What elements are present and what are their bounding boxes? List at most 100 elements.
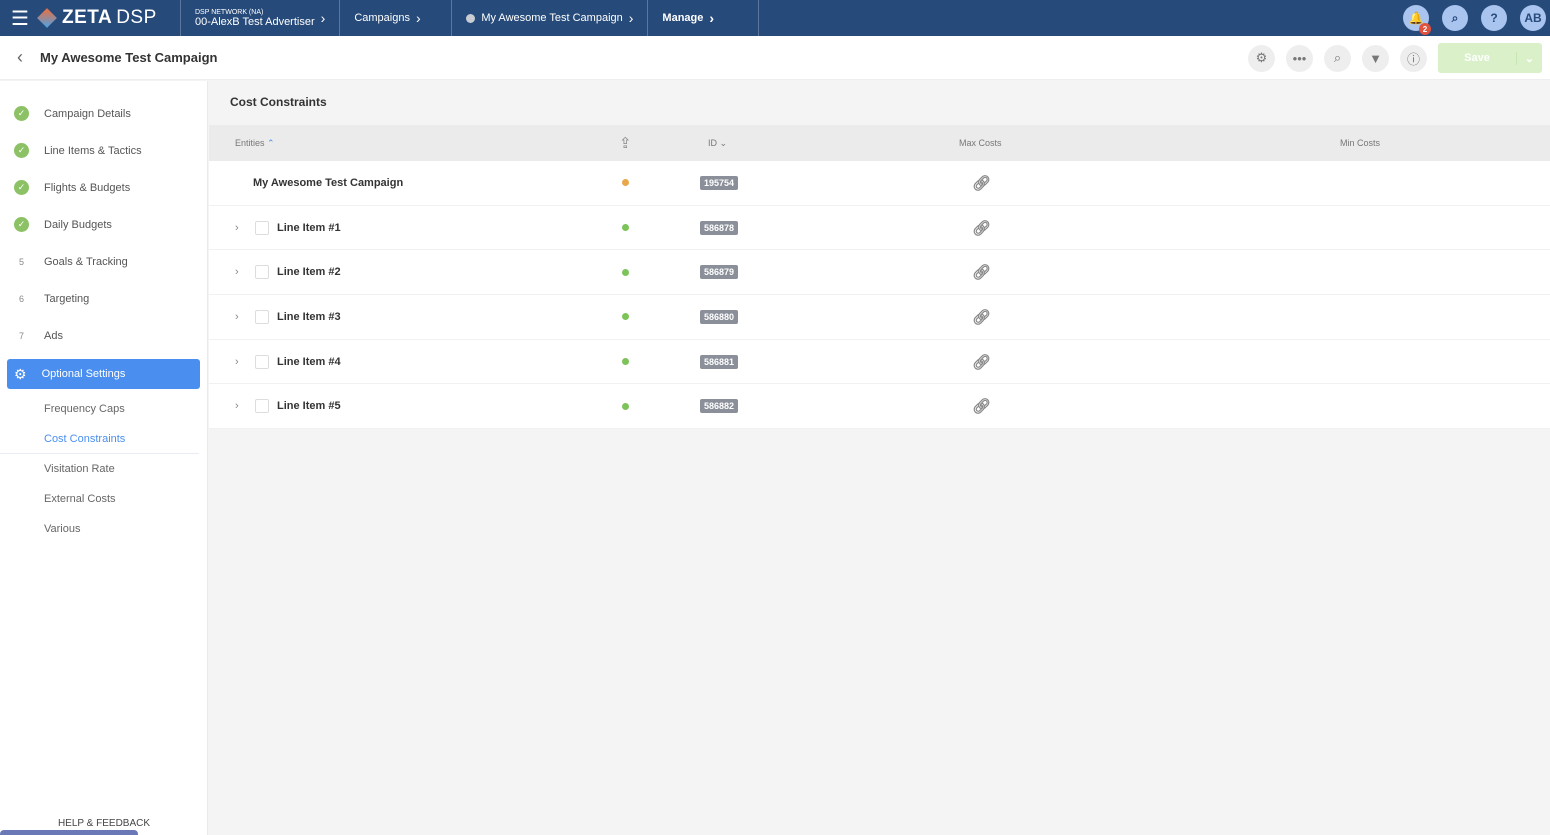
column-min-costs: Min Costs <box>1340 138 1381 148</box>
status-dot <box>622 179 629 187</box>
more-button[interactable]: ••• <box>1286 44 1313 72</box>
entity-name[interactable]: Line Item #2 <box>277 266 341 279</box>
sidebar-subitem[interactable]: Visitation Rate <box>44 463 115 475</box>
breadcrumb-advertiser[interactable]: DSP NETWORK (NA) 00-AlexB Test Advertiser… <box>180 0 339 36</box>
filter-button[interactable]: ▼ <box>1362 44 1389 72</box>
bell-icon: 🔔 <box>1408 11 1424 25</box>
export-icon[interactable]: ⇪ <box>619 135 632 152</box>
link-icon[interactable]: 🔗︎ <box>972 219 992 237</box>
step-number: 7 <box>18 330 24 341</box>
save-button[interactable]: Save ⌄ <box>1438 43 1542 73</box>
main-content: Cost Constraints Entities ⌃ ⇪ ID ⌄ Max C… <box>209 81 1550 430</box>
row-checkbox[interactable] <box>255 265 269 280</box>
logo[interactable]: ZETA DSP <box>37 7 180 29</box>
help-feedback-link[interactable]: HELP & FEEDBACK <box>57 818 151 829</box>
sidebar-item-step[interactable]: 5 Goals & Tracking <box>0 243 207 280</box>
link-icon[interactable]: 🔗︎ <box>972 353 992 371</box>
save-label: Save <box>1464 52 1490 64</box>
status-dot <box>622 358 629 366</box>
user-initials: AB <box>1524 11 1542 25</box>
help-button[interactable]: ? <box>1481 5 1507 31</box>
column-label: ID <box>708 137 717 148</box>
column-label: Entities <box>235 137 265 148</box>
entity-id: 586878 <box>700 220 739 235</box>
top-bar: ☰ ZETA DSP DSP NETWORK (NA) 00-AlexB Test … <box>0 0 1550 36</box>
filter-icon: ▼ <box>1369 50 1382 66</box>
sidebar-item-label: Campaign Details <box>44 107 131 120</box>
sidebar-item-label: Optional Settings <box>41 368 126 380</box>
link-icon[interactable]: 🔗︎ <box>972 264 992 282</box>
breadcrumb-manage[interactable]: Manage › <box>647 0 760 36</box>
chevron-right-icon: › <box>415 10 421 26</box>
info-icon: ⓘ <box>1406 51 1420 67</box>
expand-chevron-icon[interactable]: › <box>235 355 239 368</box>
entity-name[interactable]: Line Item #5 <box>277 400 341 413</box>
gear-icon: ⚙ <box>14 365 27 382</box>
table-row[interactable]: › Line Item #3 586880 🔗︎ <box>209 295 1550 340</box>
hamburger-menu-icon[interactable]: ☰ <box>11 7 29 30</box>
entity-name[interactable]: Line Item #1 <box>277 221 341 234</box>
check-icon: ✓ <box>14 217 29 232</box>
chevron-right-icon: › <box>628 10 634 26</box>
sidebar-item-optional-settings[interactable]: ⚙ Optional Settings <box>7 359 200 389</box>
breadcrumb-campaigns[interactable]: Campaigns › <box>339 0 451 36</box>
sidebar-item-step[interactable]: 6 Targeting <box>0 280 207 317</box>
step-number: 5 <box>18 256 24 267</box>
entity-name[interactable]: Line Item #3 <box>277 310 341 323</box>
sidebar-subitem[interactable]: Various <box>44 523 81 535</box>
entity-name[interactable]: My Awesome Test Campaign <box>253 176 404 189</box>
sidebar-subitem[interactable]: Frequency Caps <box>44 403 125 415</box>
notifications-button[interactable]: 🔔 2 <box>1403 5 1431 35</box>
row-checkbox[interactable] <box>255 354 269 369</box>
row-checkbox[interactable] <box>255 399 269 414</box>
expand-chevron-icon[interactable]: › <box>235 400 239 413</box>
table-row[interactable]: › Line Item #1 586878 🔗︎ <box>209 205 1550 251</box>
column-id[interactable]: ID ⌄ <box>708 138 727 149</box>
chevron-right-icon: › <box>709 10 715 26</box>
row-checkbox[interactable] <box>255 220 269 235</box>
back-chevron-icon[interactable]: ‹ <box>17 47 23 67</box>
info-button[interactable]: ⓘ <box>1400 44 1427 72</box>
page-header: ‹ My Awesome Test Campaign ⚙ ••• ⌕ ▼ ⓘ S… <box>0 36 1550 80</box>
entity-id: 586882 <box>700 399 739 414</box>
sidebar-item-label: Targeting <box>44 292 90 305</box>
expand-chevron-icon[interactable]: › <box>235 266 239 279</box>
table-row[interactable]: My Awesome Test Campaign 195754 🔗︎ <box>209 161 1550 206</box>
search-icon: ⌕ <box>1451 10 1459 25</box>
crumb-label: Campaigns <box>354 12 410 24</box>
expand-chevron-icon[interactable]: › <box>235 221 239 234</box>
search-icon: ⌕ <box>1333 50 1342 65</box>
sidebar-subitem[interactable]: External Costs <box>44 493 116 505</box>
sidebar: ✓ Campaign Details ✓ Line Items & Tactics ✓ F… <box>0 81 208 835</box>
sidebar-item-label: Daily Budgets <box>44 218 112 231</box>
link-icon[interactable]: 🔗︎ <box>972 308 992 326</box>
link-icon[interactable]: 🔗︎ <box>972 174 992 192</box>
sidebar-item-step[interactable]: ✓ Flights & Budgets <box>0 169 207 206</box>
expand-chevron-icon[interactable]: › <box>235 310 239 323</box>
sidebar-item-step[interactable]: ✓ Daily Budgets <box>0 206 207 243</box>
entity-name[interactable]: Line Item #4 <box>277 355 341 368</box>
breadcrumb-campaign[interactable]: My Awesome Test Campaign › <box>451 0 647 36</box>
sidebar-subitem[interactable]: Cost Constraints <box>0 424 199 454</box>
status-dot <box>622 313 629 321</box>
chevron-down-icon[interactable]: ⌄ <box>1516 51 1542 65</box>
sort-up-icon: ⌃ <box>267 137 275 148</box>
table-row[interactable]: › Line Item #2 586879 🔗︎ <box>209 250 1550 296</box>
user-avatar[interactable]: AB <box>1520 5 1546 31</box>
search-button[interactable]: ⌕ <box>1324 44 1351 72</box>
link-icon[interactable]: 🔗︎ <box>972 398 992 416</box>
row-checkbox[interactable] <box>255 309 269 324</box>
sidebar-item-step[interactable]: ✓ Campaign Details <box>0 95 207 132</box>
table-row[interactable]: › Line Item #4 586881 🔗︎ <box>209 339 1550 385</box>
settings-button[interactable]: ⚙ <box>1248 44 1275 72</box>
sidebar-item-step[interactable]: ✓ Line Items & Tactics <box>0 132 207 169</box>
sidebar-item-label: Ads <box>44 329 63 342</box>
sidebar-item-step[interactable]: 7 Ads <box>0 317 207 354</box>
step-number: 6 <box>18 293 24 304</box>
table-row[interactable]: › Line Item #5 586882 🔗︎ <box>209 384 1550 430</box>
entity-id: 586881 <box>700 354 739 369</box>
column-entities[interactable]: Entities ⌃ <box>235 138 275 149</box>
global-search-button[interactable]: ⌕ <box>1442 5 1468 31</box>
feedback-tab[interactable] <box>0 830 138 835</box>
entity-id: 586879 <box>700 265 739 280</box>
